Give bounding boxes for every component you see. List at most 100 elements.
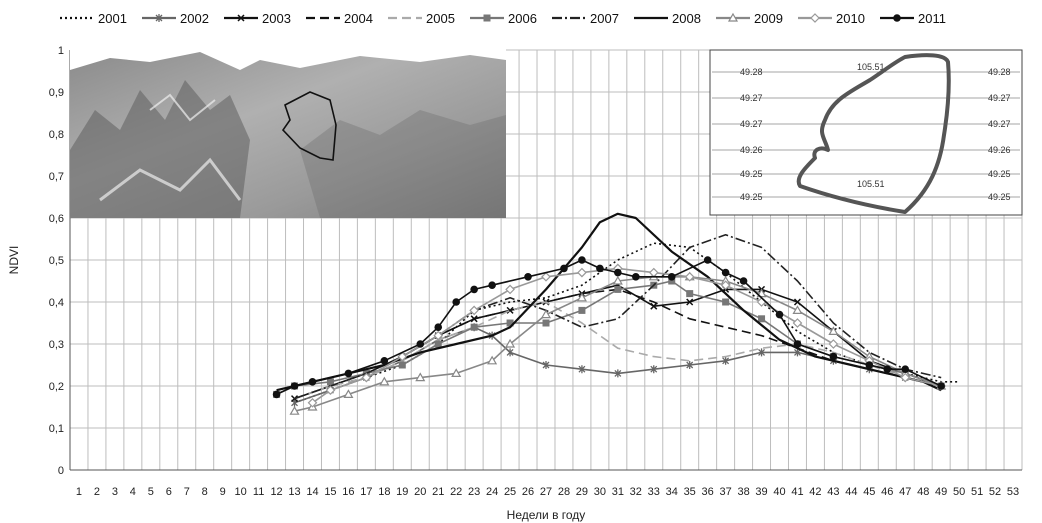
y-tick-label: 0,6 [49, 213, 64, 225]
latitude-label: 49.25 [740, 192, 763, 202]
x-tick-label: 1 [76, 486, 82, 498]
y-tick-label: 1 [58, 45, 64, 57]
y-tick-label: 0,5 [49, 255, 64, 267]
study-area-outline [796, 53, 951, 214]
data-point [451, 368, 462, 377]
x-tick-label: 33 [648, 486, 660, 498]
legend-marker [237, 14, 245, 22]
legend-label: 2003 [262, 11, 291, 26]
legend-label: 2001 [98, 11, 127, 26]
data-point [506, 348, 514, 357]
data-point [686, 290, 694, 298]
data-point [828, 326, 839, 335]
data-point [901, 365, 910, 374]
data-point [578, 256, 586, 264]
data-point [398, 361, 406, 369]
x-tick-label: 29 [576, 486, 588, 498]
data-point [488, 281, 496, 290]
y-tick-label: 0,1 [49, 423, 64, 435]
legend-item-2005: 2005 [388, 11, 455, 26]
x-tick-label: 45 [863, 486, 875, 498]
x-tick-label: 47 [899, 486, 911, 498]
x-tick-label: 48 [917, 486, 929, 498]
data-point [541, 271, 551, 282]
x-tick-label: 16 [342, 486, 354, 498]
legend-marker [810, 13, 820, 23]
data-point [542, 319, 550, 327]
data-point [343, 389, 354, 398]
x-tick-label: 3 [112, 486, 118, 498]
latitude-label: 49.25 [988, 169, 1011, 179]
data-point [308, 378, 317, 386]
latitude-label: 49.28 [740, 67, 763, 77]
data-point [937, 382, 945, 390]
data-point [506, 319, 514, 327]
latitude-label: 49.26 [740, 145, 763, 155]
data-point [397, 351, 408, 362]
data-point [758, 348, 766, 357]
legend-marker [727, 12, 739, 22]
x-tick-label: 40 [773, 486, 785, 498]
x-tick-label: 7 [184, 486, 190, 498]
x-tick-label: 8 [202, 486, 208, 498]
x-tick-label: 23 [468, 486, 480, 498]
x-tick-label: 30 [594, 486, 606, 498]
data-point [524, 273, 532, 281]
y-tick-label: 0,9 [49, 87, 64, 99]
x-tick-label: 27 [540, 486, 552, 498]
data-point [433, 330, 444, 341]
x-tick-label: 14 [306, 486, 318, 498]
x-tick-label: 21 [432, 486, 444, 498]
x-tick-label: 19 [396, 486, 408, 498]
x-tick-label: 24 [486, 486, 498, 498]
legend-item-2004: 2004 [306, 11, 373, 26]
series-layer [272, 212, 960, 415]
x-tick-label: 28 [558, 486, 570, 498]
data-point [614, 268, 622, 277]
legend-item-2003: 2003 [224, 11, 291, 26]
x-tick-label: 42 [809, 486, 821, 498]
data-point [380, 357, 389, 365]
data-point [326, 378, 334, 386]
legend-item-2009: 2009 [716, 11, 783, 26]
data-point [793, 298, 802, 306]
data-point [470, 285, 478, 294]
data-point [648, 267, 659, 278]
legend-item-2006: 2006 [470, 11, 537, 26]
legend-marker [155, 14, 163, 22]
legend-marker [483, 14, 491, 22]
legend-label: 2007 [590, 11, 619, 26]
y-tick-label: 0,7 [49, 171, 64, 183]
axes: 00,10,20,30,40,50,60,70,80,911 2 3 4 5 6 7 8 9 10… [7, 45, 1022, 522]
data-point [722, 298, 730, 306]
data-point [667, 273, 676, 281]
legend-item-2007: 2007 [552, 11, 619, 26]
x-tick-label: 22 [450, 486, 462, 498]
x-tick-label: 31 [612, 486, 624, 498]
legend-marker [893, 14, 901, 22]
data-point [650, 365, 658, 374]
data-point [540, 309, 552, 319]
latitude-label: 49.26 [988, 145, 1011, 155]
data-point [758, 315, 766, 323]
legend-label: 2004 [344, 11, 373, 26]
terrain-relief-image [70, 48, 506, 218]
series-line-2005 [294, 301, 942, 400]
x-tick-label: 5 [148, 486, 154, 498]
x-tick-label: 20 [414, 486, 426, 498]
x-tick-label: 44 [845, 486, 857, 498]
data-point [686, 361, 694, 369]
x-tick-label: 17 [360, 486, 372, 498]
latitude-label: 49.27 [988, 119, 1011, 129]
data-point [883, 365, 892, 374]
series-2011 [272, 256, 945, 399]
data-point [307, 397, 318, 408]
latitude-label: 49.25 [988, 192, 1011, 202]
legend: 2001 2002 2003 2004 2005 2006 2007 2008 2009 2010… [60, 11, 946, 26]
x-tick-label: 39 [755, 486, 767, 498]
x-axis-title: Недели в году [507, 508, 586, 522]
latitude-label: 49.27 [740, 93, 763, 103]
data-point [416, 340, 425, 348]
data-point [361, 372, 372, 383]
